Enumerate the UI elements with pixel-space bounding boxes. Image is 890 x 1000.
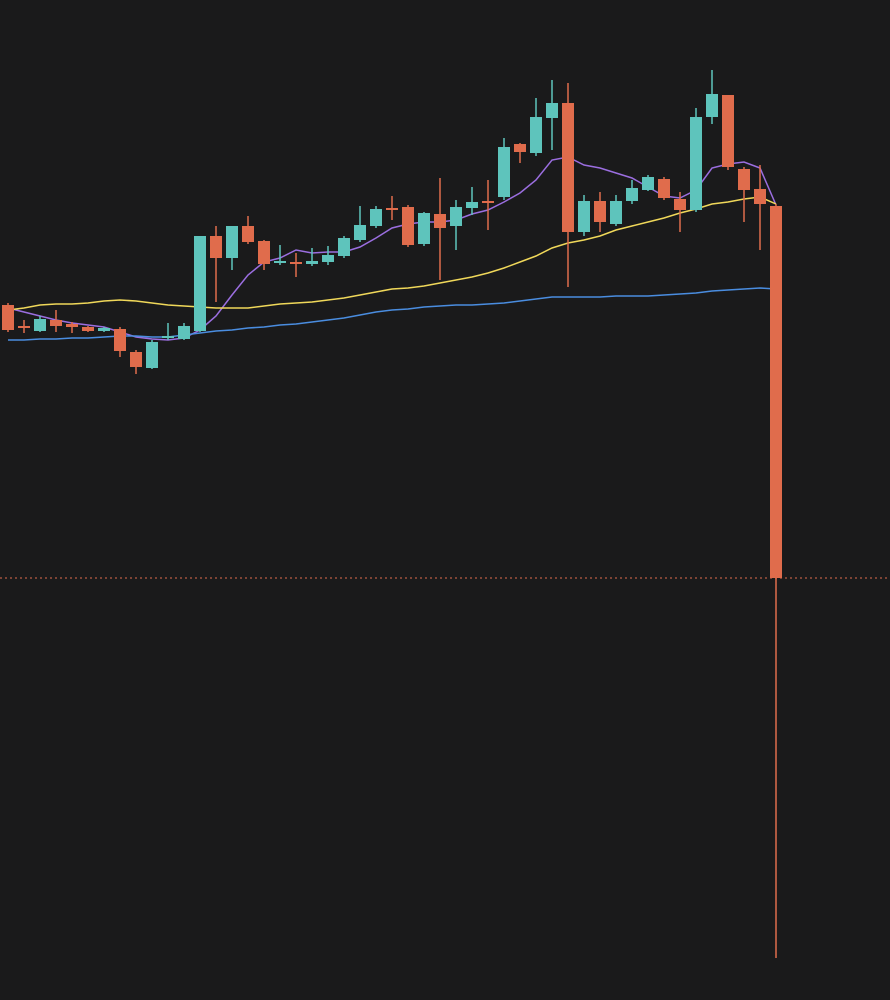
candle-body (770, 206, 782, 578)
candle-body (466, 202, 478, 208)
candle-body (722, 95, 734, 167)
candle-body (546, 103, 558, 118)
candle-body (642, 177, 654, 190)
candle-body (66, 324, 78, 327)
candle-body (370, 209, 382, 226)
candle-body (562, 103, 574, 232)
candle-body (498, 147, 510, 197)
candle-body (594, 201, 606, 222)
candle-body (514, 144, 526, 152)
candle-body (258, 241, 270, 264)
candle-body (290, 262, 302, 264)
candle-body (626, 188, 638, 201)
candle-body (530, 117, 542, 153)
candle-body (354, 225, 366, 240)
candle-body (674, 199, 686, 210)
candle-body (242, 226, 254, 242)
candle-body (18, 326, 30, 328)
candle-body (450, 207, 462, 226)
candle-body (386, 208, 398, 210)
candle-body (610, 201, 622, 224)
candle-body (482, 201, 494, 203)
candle-body (82, 327, 94, 331)
candle-body (2, 305, 14, 330)
moving-average-line (7, 196, 777, 311)
candle-body (178, 326, 190, 339)
candle-body (690, 117, 702, 210)
candle-body (34, 319, 46, 331)
candle-body (754, 189, 766, 204)
candle-body (114, 329, 126, 351)
candle-body (274, 261, 286, 263)
candle-body (322, 255, 334, 262)
candle-body (98, 328, 110, 331)
candle-body (434, 214, 446, 228)
candle-body (146, 342, 158, 368)
candle-body (402, 207, 414, 245)
moving-average-line (8, 287, 777, 341)
candle-body (706, 94, 718, 117)
candle-body (578, 201, 590, 232)
candle-body (50, 320, 62, 326)
candle-body (418, 213, 430, 244)
candle-body (738, 169, 750, 190)
candle-body (338, 238, 350, 256)
candle-body (306, 261, 318, 264)
candle-body (658, 179, 670, 198)
candle-body (226, 226, 238, 258)
candle-body (130, 352, 142, 367)
candle-body (194, 236, 206, 331)
candle-body (210, 236, 222, 258)
candle-body (162, 336, 174, 338)
